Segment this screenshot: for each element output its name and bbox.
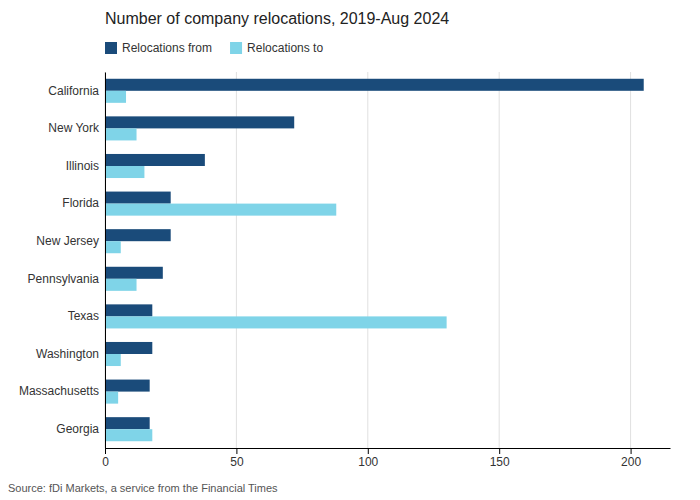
tick-mark xyxy=(236,448,237,454)
bar-series xyxy=(105,91,447,441)
bars xyxy=(105,79,644,441)
bar xyxy=(105,204,336,216)
bar xyxy=(105,417,150,429)
tick-label: Washington xyxy=(36,347,99,361)
tick-label: Florida xyxy=(62,196,99,210)
tick: 200 xyxy=(621,448,641,469)
bar xyxy=(105,128,137,140)
tick-label: Massachusetts xyxy=(19,384,99,398)
bar xyxy=(105,354,121,366)
bar xyxy=(105,79,644,91)
legend: Relocations from Relocations to xyxy=(105,41,323,55)
bar xyxy=(105,154,205,166)
tick: Massachusetts xyxy=(19,384,99,398)
legend-item: Relocations from xyxy=(105,41,212,55)
legend-label: Relocations to xyxy=(247,41,323,55)
legend-label: Relocations from xyxy=(122,41,212,55)
tick-label: New Jersey xyxy=(36,234,99,248)
bar xyxy=(105,91,126,103)
tick: California xyxy=(48,84,99,98)
grid-line xyxy=(105,72,106,448)
bar xyxy=(105,229,171,241)
tick-label: 100 xyxy=(358,455,378,469)
y-axis: California New York Illinois Florida New Jer… xyxy=(19,73,106,449)
tick: New Jersey xyxy=(36,234,99,248)
tick: Texas xyxy=(68,309,99,323)
tick-label: 50 xyxy=(230,455,244,469)
tick-label: Texas xyxy=(68,309,99,323)
chart-container: 0 50 100 150 200 California New York Illinois Fl… xyxy=(0,0,700,500)
title: Number of company relocations, 2019-Aug … xyxy=(105,10,449,27)
tick: Georgia xyxy=(56,422,99,436)
tick-label: 0 xyxy=(102,455,109,469)
tick-label: New York xyxy=(48,121,100,135)
bar xyxy=(105,116,294,128)
grid-line xyxy=(499,72,500,448)
tick-mark xyxy=(105,448,106,454)
axis-line xyxy=(106,448,671,449)
tick-label: 150 xyxy=(490,455,510,469)
grid-line xyxy=(630,72,631,448)
tick: 100 xyxy=(358,448,378,469)
tick-label: Illinois xyxy=(66,159,99,173)
tick-label: Georgia xyxy=(56,422,99,436)
tick: 50 xyxy=(230,448,244,469)
tick-mark xyxy=(631,448,632,454)
tick-label: Pennsylvania xyxy=(28,272,100,286)
bar xyxy=(105,241,121,253)
tick: 150 xyxy=(490,448,510,469)
bar-series xyxy=(105,79,644,429)
grid-line xyxy=(367,72,368,448)
bar xyxy=(105,316,447,328)
tick-label: 200 xyxy=(621,455,641,469)
legend-item: Relocations to xyxy=(230,41,323,55)
plot-area: 0 50 100 150 200 California New York Illinois Fl… xyxy=(19,72,671,469)
tick: New York xyxy=(48,121,100,135)
bar xyxy=(105,304,152,316)
tick-mark xyxy=(499,448,500,454)
x-axis: 0 50 100 150 200 xyxy=(102,448,670,469)
tick: Florida xyxy=(62,196,99,210)
legend-swatch xyxy=(230,42,242,54)
tick-mark xyxy=(368,448,369,454)
annotation: Source: fDi Markets, a service from the … xyxy=(8,482,278,494)
bar xyxy=(105,429,152,441)
tick: Pennsylvania xyxy=(28,272,100,286)
tick-label: California xyxy=(48,84,99,98)
bar xyxy=(105,166,144,178)
axis-line xyxy=(105,73,106,449)
bar xyxy=(105,380,150,392)
bar xyxy=(105,392,118,404)
legend-swatch xyxy=(105,42,117,54)
tick: 0 xyxy=(102,448,109,469)
tick: Illinois xyxy=(66,159,99,173)
bar xyxy=(105,279,137,291)
bar xyxy=(105,192,171,204)
grid xyxy=(105,72,631,448)
tick: Washington xyxy=(36,347,99,361)
chart-svg: 0 50 100 150 200 California New York Illinois Fl… xyxy=(0,0,700,500)
bar xyxy=(105,267,163,279)
bar xyxy=(105,342,152,354)
